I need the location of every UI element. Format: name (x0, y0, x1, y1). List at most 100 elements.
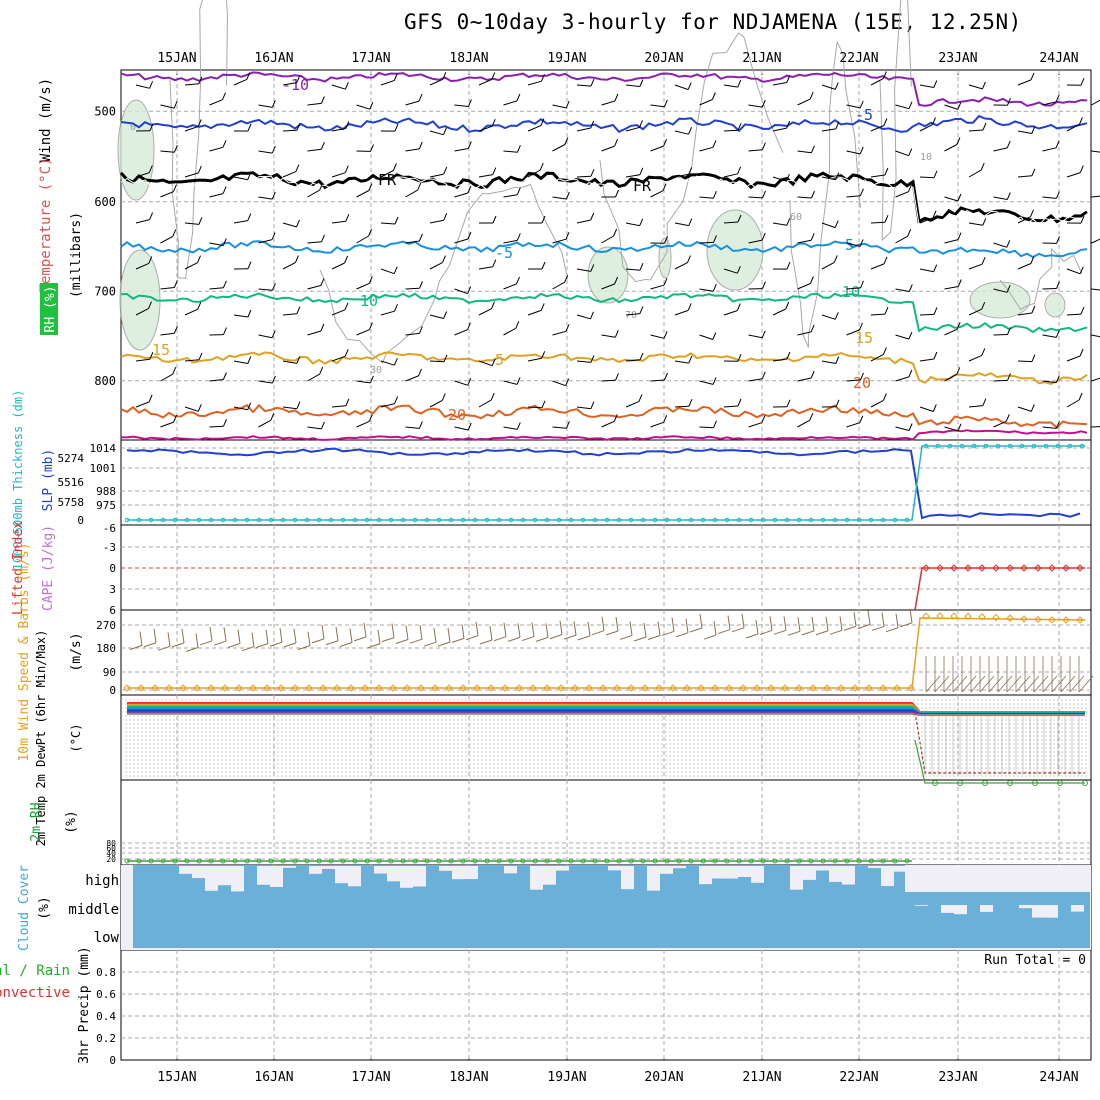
wind-barb-flag (516, 233, 521, 241)
wind-barb-flag (564, 275, 569, 283)
wind-barb-flag (345, 214, 350, 222)
cloud-gap (699, 866, 712, 885)
surface-wind-barb-flag (952, 675, 968, 693)
wind-barb-flag (785, 301, 790, 310)
wind-barb (356, 282, 370, 290)
wind-barb-flag (418, 233, 423, 242)
wind-barb (919, 124, 933, 132)
wind-speed-point (964, 612, 972, 621)
wind-barb-flag (173, 280, 178, 288)
wind-barb-flag (1055, 375, 1060, 383)
wind-barb (160, 235, 174, 244)
wind-barb-flag (271, 191, 276, 200)
wind-barb (160, 287, 175, 290)
wind-barb-flag (957, 102, 962, 110)
lifted-index-point (1062, 564, 1070, 572)
wind-barb-flag (540, 303, 545, 311)
slp-tick-label: 975 (96, 499, 116, 512)
wind-barb (307, 241, 322, 244)
wind-barb-flag (565, 421, 570, 429)
surface-wind-barb-flag (769, 616, 773, 631)
wind-barb-flag (761, 415, 766, 423)
cloud-gap (283, 866, 296, 868)
wind-barb (233, 176, 248, 181)
wind-barb-flag (1007, 373, 1011, 381)
rh2m-point (616, 858, 622, 864)
wind-barb (919, 84, 934, 88)
wind-barb (748, 149, 763, 152)
slp-tick-label: 1014 (90, 442, 117, 455)
wind-speed-point (950, 612, 958, 620)
wind-barb (356, 380, 371, 384)
wind-barb (233, 360, 248, 364)
wind-barb (503, 426, 518, 430)
precip-legend-total: Total / Rain (0, 963, 70, 979)
wind-barb-flag (614, 276, 619, 285)
wind-barb-flag (859, 146, 864, 155)
wind-barb-flag (271, 100, 276, 108)
rh-contour (169, 0, 228, 279)
cloud-gap (218, 866, 231, 886)
thickness-tick-label: 5274 (58, 452, 85, 465)
surface-wind-barb (465, 635, 479, 641)
rh-contour (879, 0, 912, 242)
wind-barb-flag (516, 187, 521, 195)
wind-barb-flag (712, 191, 717, 199)
surface-wind-barb (675, 632, 689, 638)
wind-barb (478, 78, 493, 86)
rh-shaded-region (658, 237, 672, 279)
wind-barb (1042, 288, 1057, 290)
thickness-point (160, 517, 166, 523)
wind-speed-point (249, 684, 257, 692)
wind-barb-flag (321, 234, 325, 242)
cloud-gap (647, 866, 660, 891)
wind-barb (282, 360, 297, 364)
wind-speed-point (837, 684, 845, 692)
thickness-point (328, 517, 334, 523)
wind-barb (821, 176, 836, 181)
wind-barb (968, 129, 984, 132)
surface-wind-barb (773, 629, 787, 635)
wind-barb-flag (908, 184, 912, 192)
wind-barb (993, 288, 1008, 293)
surface-wind-barb-flag (853, 612, 857, 627)
surface-wind-barb-flag (797, 617, 801, 632)
wind-barb (748, 334, 763, 339)
wind-barb-flag (270, 413, 275, 421)
wind-speed-point (1034, 615, 1042, 624)
thickness-point (604, 517, 610, 523)
rh2m-tick-label: 80 (106, 839, 116, 848)
wind-barb-flag (467, 141, 472, 149)
thickness-point (983, 443, 989, 449)
wind-barb-flag (736, 266, 741, 274)
wind-barb (233, 314, 248, 318)
wind-barb-flag (173, 326, 178, 334)
wind-barb (135, 401, 150, 408)
thickness-point (736, 517, 742, 523)
wind-speed-point (683, 684, 691, 692)
rh2m-point (472, 858, 478, 864)
thickness-point (959, 443, 965, 449)
surface-wind-barb (171, 642, 185, 648)
wind-barb (625, 84, 640, 87)
wind-barb (135, 262, 150, 270)
wind-speed-point (823, 684, 831, 692)
wind-barb-flag (565, 191, 570, 200)
wind-tick-label: 0 (109, 684, 116, 697)
wind-barb-flag (810, 233, 815, 241)
thickness-point (556, 517, 562, 523)
rh2m-point (580, 858, 586, 864)
wind-barb (527, 125, 542, 132)
rh2m-point (388, 858, 394, 864)
surface-wind-barb-flag (1015, 675, 1031, 693)
wind-barb (1091, 426, 1100, 428)
wind-barb (454, 329, 468, 336)
wind-barb (552, 330, 567, 336)
wind-barb-flag (368, 414, 373, 422)
wind-barb-flag (443, 127, 447, 135)
wind-speed-point (375, 684, 383, 692)
wind-speed-point (865, 684, 873, 692)
lifted-index-point (1048, 564, 1056, 572)
wind-barb (944, 286, 959, 290)
wind-barb-flag (394, 304, 398, 312)
